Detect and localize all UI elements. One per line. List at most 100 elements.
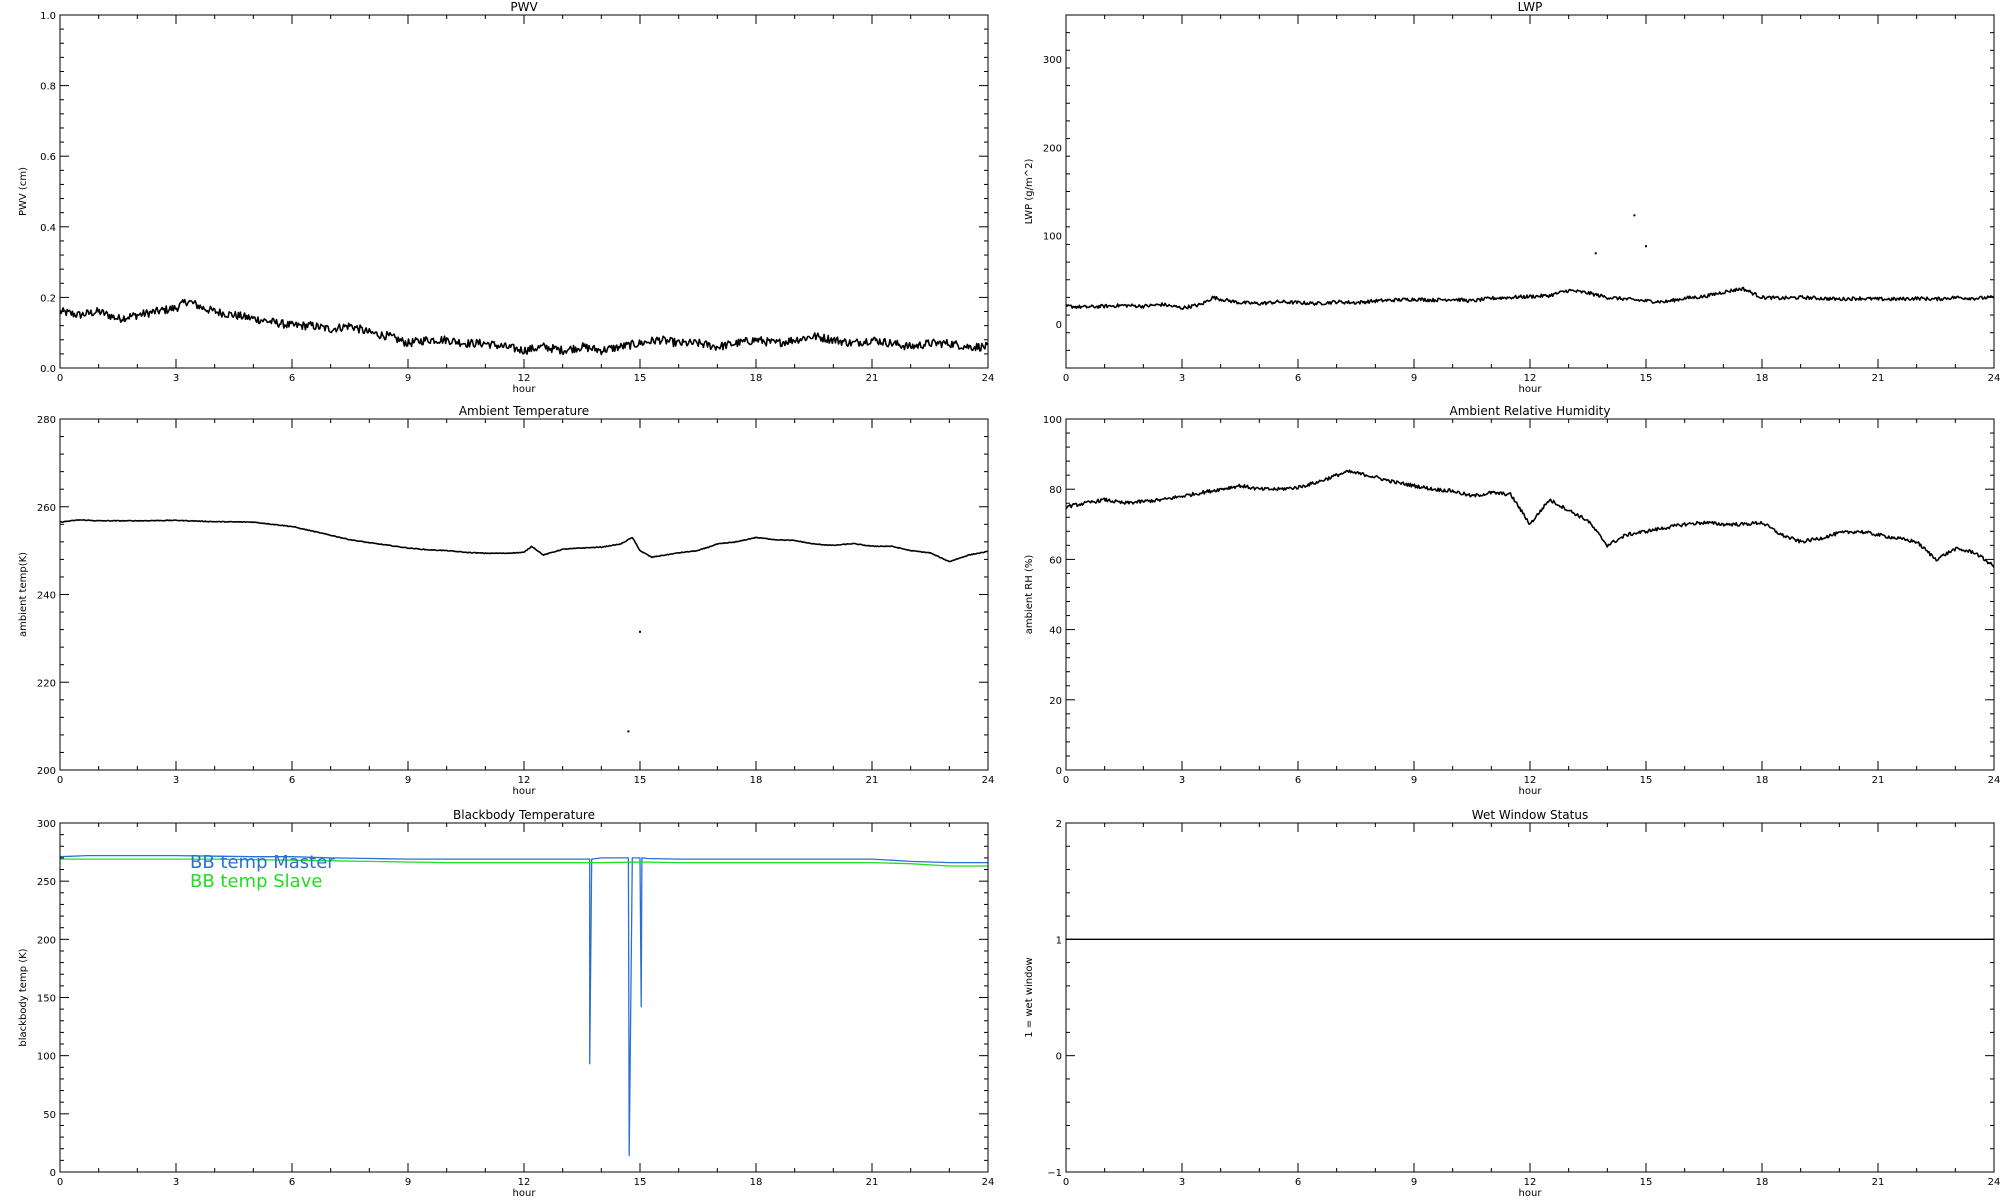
y-tick-label: 40 (1049, 626, 1062, 637)
y-tick-label: 200 (1043, 143, 1062, 154)
series-line-1 (60, 298, 988, 356)
x-tick-label: 12 (518, 373, 531, 384)
y-tick-label: 0.0 (40, 364, 56, 375)
series-line-1 (1066, 286, 1994, 311)
x-tick-label: 0 (1063, 373, 1069, 384)
x-tick-label: 18 (750, 1177, 763, 1188)
x-tick-label: 9 (1411, 373, 1417, 384)
y-tick-label: 0.6 (40, 152, 56, 163)
x-axis-label: hour (1519, 384, 1543, 395)
x-tick-label: 6 (1295, 775, 1301, 786)
x-tick-label: 12 (518, 775, 531, 786)
x-tick-label: 24 (982, 1177, 995, 1188)
series-line-1 (60, 519, 988, 563)
data-point-2 (627, 730, 630, 733)
x-tick-label: 15 (634, 775, 647, 786)
chart-title: Ambient Temperature (459, 404, 589, 418)
x-tick-label: 12 (518, 1177, 531, 1188)
x-tick-label: 3 (1179, 1177, 1185, 1188)
y-tick-label: 200 (37, 766, 56, 777)
chart-panel-4: Ambient Relative Humidity 0 3 6 9 12 15 18 21 24 h… (1024, 404, 2000, 797)
y-tick-label: 0 (1056, 1052, 1062, 1063)
y-tick-label: 80 (1049, 485, 1062, 496)
y-tick-label: 0.2 (40, 293, 56, 304)
plot-frame (59, 418, 989, 771)
x-tick-label: 24 (1988, 373, 2000, 384)
series-line-2 (60, 858, 988, 867)
y-tick-label: 60 (1049, 555, 1062, 566)
x-tick-label: 12 (1524, 775, 1537, 786)
y-tick-label: 300 (1043, 55, 1062, 66)
x-tick-label: 12 (1524, 1177, 1537, 1188)
y-tick-label: 100 (37, 1052, 56, 1063)
chart-title: PWV (510, 0, 538, 14)
data-point-1 (639, 630, 641, 633)
chart-panel-3: Ambient Temperature 0 3 6 9 12 15 18 21 24 hour 200… (18, 404, 994, 797)
x-axis-label: hour (513, 384, 537, 395)
y-tick-label: 0 (50, 1168, 56, 1179)
plot-area (1066, 469, 1994, 568)
y-axis-label: ambient temp(K) (18, 552, 29, 637)
chart-title: LWP (1518, 0, 1543, 14)
x-tick-label: 0 (57, 775, 63, 786)
y-axis-label: blackbody temp (K) (18, 948, 29, 1046)
y-tick-label: 100 (1043, 415, 1062, 426)
plot-frame (1065, 14, 1995, 369)
plot-frame (59, 14, 989, 369)
plot-area (60, 298, 988, 356)
x-tick-label: 6 (289, 1177, 295, 1188)
y-tick-label: 280 (37, 415, 56, 426)
x-tick-label: 9 (405, 373, 411, 384)
y-tick-label: 250 (37, 877, 56, 888)
x-tick-label: 0 (57, 373, 63, 384)
x-tick-label: 21 (866, 373, 879, 384)
data-point-3 (1645, 245, 1647, 248)
plot-frame (1065, 418, 1995, 771)
x-tick-label: 3 (173, 373, 179, 384)
x-tick-label: 12 (1524, 373, 1537, 384)
x-tick-label: 24 (1988, 1177, 2000, 1188)
chart-title: Blackbody Temperature (453, 808, 595, 822)
chart-panel-2: LWP 0 3 6 9 12 15 18 21 24 hour 0 100 200 300 LWP (g/m^… (1024, 0, 2000, 395)
y-tick-label: 1.0 (40, 11, 56, 22)
legend-entry-2: BB temp Slave (190, 871, 322, 892)
x-tick-label: 6 (289, 775, 295, 786)
x-tick-label: 3 (173, 775, 179, 786)
x-tick-label: 21 (866, 1177, 879, 1188)
x-tick-label: 21 (1872, 1177, 1885, 1188)
y-axis-label: LWP (g/m^2) (1024, 159, 1035, 225)
plot-frame (1065, 822, 1995, 1173)
x-tick-label: 18 (750, 775, 763, 786)
y-tick-label: 20 (1049, 696, 1062, 707)
chart-title: Ambient Relative Humidity (1450, 404, 1611, 418)
x-tick-label: 0 (57, 1177, 63, 1188)
x-tick-label: 21 (1872, 775, 1885, 786)
y-tick-label: 220 (37, 678, 56, 689)
x-tick-label: 3 (1179, 775, 1185, 786)
y-tick-label: 50 (43, 1110, 56, 1121)
chart-panel-1: PWV 0 3 6 9 12 15 18 21 24 hour 0.0 0.2 0.4 0.6 0.8 1.0 P… (18, 0, 994, 395)
x-tick-label: 24 (1988, 775, 2000, 786)
y-tick-label: 1 (1056, 935, 1062, 946)
x-axis-label: hour (513, 1188, 537, 1199)
x-tick-label: 6 (1295, 1177, 1301, 1188)
x-tick-label: 9 (1411, 1177, 1417, 1188)
y-tick-label: 0.4 (40, 223, 56, 234)
x-tick-label: 15 (1640, 1177, 1653, 1188)
x-tick-label: 18 (1756, 1177, 1769, 1188)
x-tick-label: 3 (173, 1177, 179, 1188)
y-tick-label: 300 (37, 819, 56, 830)
y-axis-label: ambient RH (%) (1024, 555, 1035, 635)
x-axis-label: hour (1519, 1188, 1543, 1199)
x-axis-label: hour (1519, 786, 1543, 797)
plot-area (60, 519, 988, 733)
legend-entry-1: BB temp Master (190, 852, 335, 873)
y-tick-label: 260 (37, 503, 56, 514)
x-tick-label: 15 (634, 373, 647, 384)
x-tick-label: 18 (1756, 775, 1769, 786)
x-tick-label: 15 (1640, 373, 1653, 384)
y-tick-label: 0 (1056, 320, 1062, 331)
x-tick-label: 9 (405, 775, 411, 786)
x-axis-label: hour (513, 786, 537, 797)
